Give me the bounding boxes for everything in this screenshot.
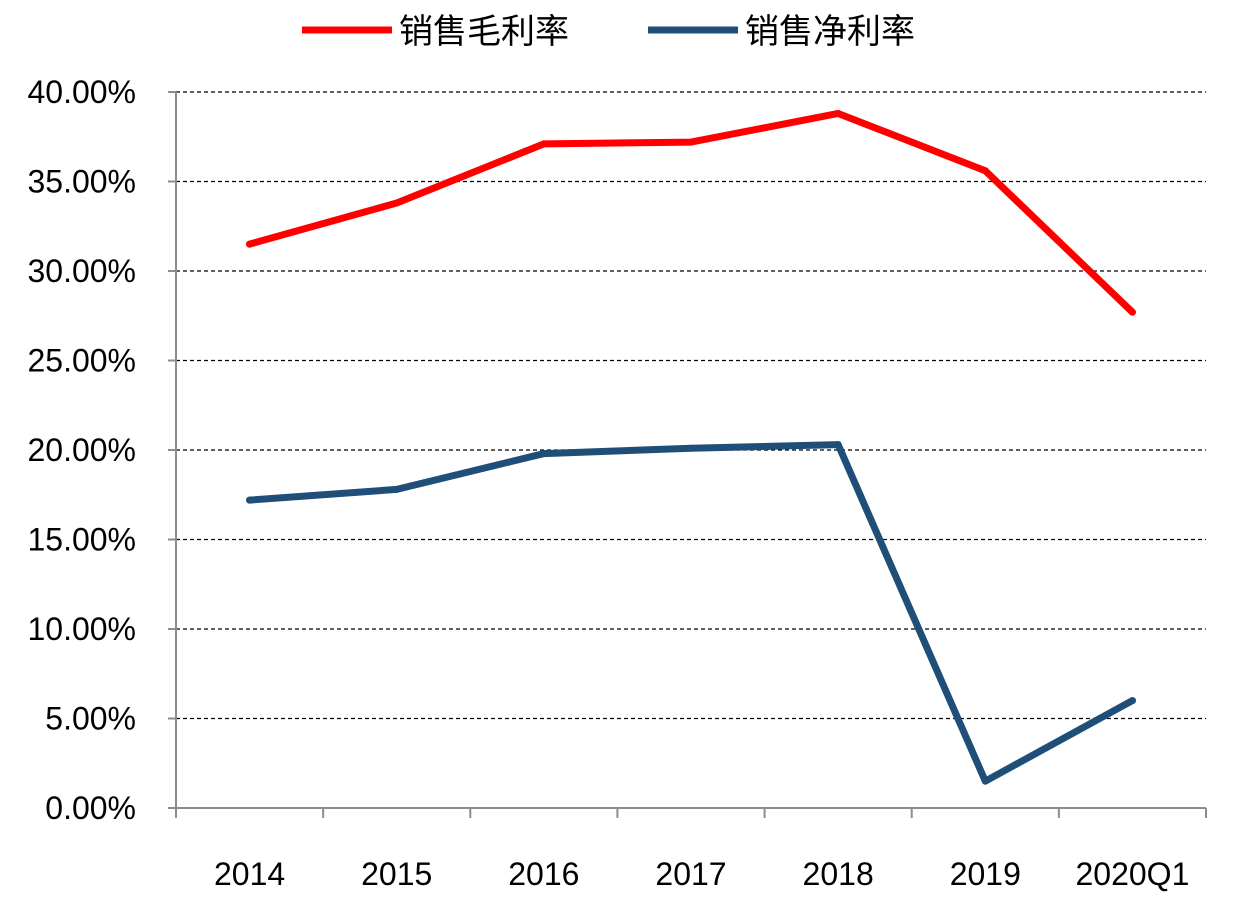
data-point — [246, 240, 254, 248]
x-tick-label: 2019 — [950, 856, 1021, 892]
data-point — [540, 140, 548, 148]
y-tick-label: 5.00% — [45, 701, 136, 737]
data-point — [981, 777, 989, 785]
y-tick-label: 0.00% — [45, 790, 136, 826]
series-line-2 — [246, 441, 1136, 785]
y-tick-label: 20.00% — [27, 432, 136, 468]
legend-label-1: 销售毛利率 — [399, 12, 569, 52]
data-point — [246, 496, 254, 504]
y-tick-label: 10.00% — [27, 611, 136, 647]
data-point — [1128, 308, 1136, 316]
data-point — [834, 109, 842, 117]
x-tick-label: 2014 — [214, 856, 285, 892]
x-tick-label: 2017 — [655, 856, 726, 892]
y-tick-label: 15.00% — [27, 522, 136, 558]
x-tick-label: 2016 — [508, 856, 579, 892]
data-point — [687, 444, 695, 452]
data-point — [393, 485, 401, 493]
y-axis-tick-labels: 0.00% 5.00% 10.00% 15.00% 20.00% 25.00% 30.00%… — [27, 74, 136, 826]
data-point — [1128, 697, 1136, 705]
y-tick-label: 40.00% — [27, 74, 136, 110]
data-point — [393, 199, 401, 207]
x-tick-label: 2020Q1 — [1075, 856, 1189, 892]
x-tick-label: 2015 — [361, 856, 432, 892]
data-point — [687, 138, 695, 146]
axes — [168, 91, 1207, 818]
data-point — [540, 450, 548, 458]
series-lines — [246, 109, 1136, 785]
y-tick-label: 25.00% — [27, 343, 136, 379]
gridlines — [176, 91, 1206, 720]
legend: 销售毛利率 销售净利率 — [302, 12, 915, 52]
x-tick-label: 2018 — [803, 856, 874, 892]
y-tick-label: 35.00% — [27, 164, 136, 200]
data-point — [981, 167, 989, 175]
legend-label-2: 销售净利率 — [745, 12, 915, 52]
y-tick-label: 30.00% — [27, 253, 136, 289]
x-axis-tick-labels: 2014 2015 2016 2017 2018 2019 2020Q1 — [214, 856, 1189, 892]
data-point — [834, 441, 842, 449]
